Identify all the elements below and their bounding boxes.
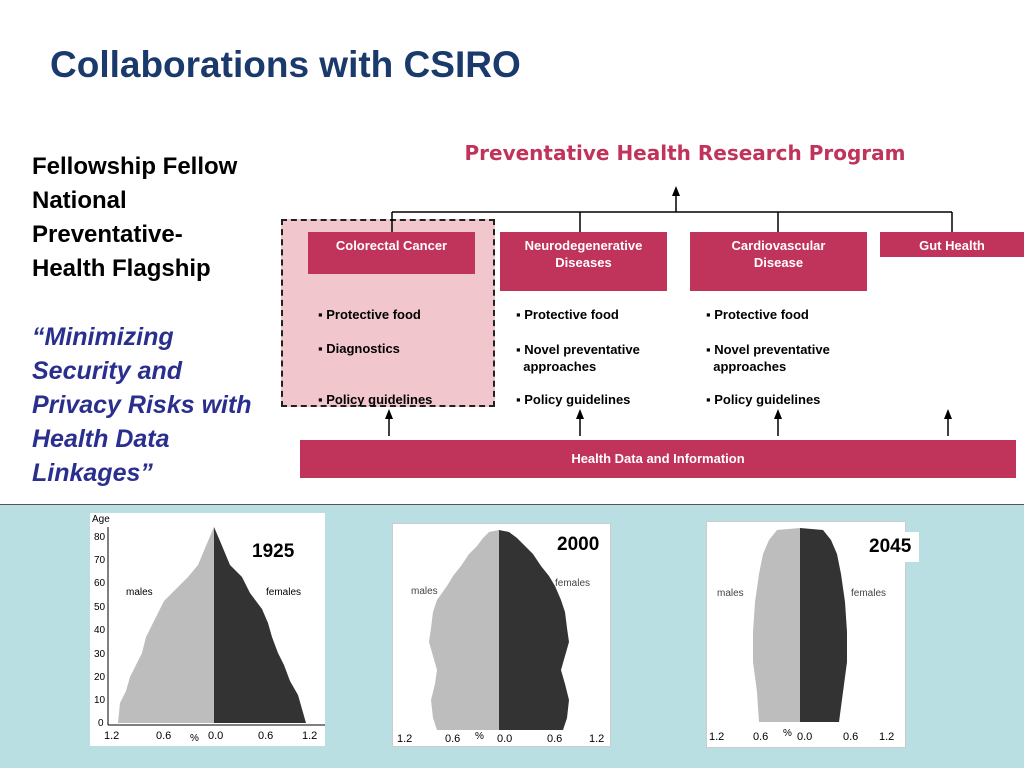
age-tick: 60 [94, 578, 106, 589]
x-tick: 0.6 [445, 733, 461, 745]
year-label-2000: 2000 [551, 532, 608, 560]
age-tick: 0 [98, 718, 104, 729]
x-tick: 0.0 [208, 730, 224, 742]
colorectal-cancer-box: Colorectal Cancer [308, 232, 475, 274]
bullet-item: ▪ Policy guidelines [706, 392, 821, 407]
pyramid-1925-graphic [107, 527, 325, 726]
bullet-item: ▪ Protective food [706, 307, 809, 322]
bullet-item: ▪ Protective food [516, 307, 619, 322]
year-label-1925: 1925 [248, 540, 299, 564]
x-tick: 1.2 [397, 733, 413, 745]
age-tick: 40 [94, 625, 106, 636]
health-flagship-line: Health Flagship [32, 255, 211, 282]
x-tick: 0.6 [258, 730, 274, 742]
x-tick: 1.2 [302, 730, 318, 742]
bullet-item: ▪ Diagnostics [318, 341, 400, 356]
percent-label: % [475, 731, 484, 742]
pyramid-2000: males females 1.2 0.6 % 0.0 0.6 1.2 2000 [392, 523, 611, 747]
x-tick: 1.2 [709, 731, 725, 743]
flagship-line: National Preventative- [32, 187, 183, 248]
bullet-item: ▪ Policy guidelines [516, 392, 631, 407]
x-tick: 0.6 [156, 730, 172, 742]
cardiovascular-box: Cardiovascular Disease [690, 232, 867, 291]
x-tick: 0.6 [547, 733, 563, 745]
age-tick: 80 [94, 532, 106, 543]
age-tick: 10 [94, 695, 106, 706]
females-label: females [851, 588, 887, 599]
pyramid-2000-graphic [429, 530, 569, 730]
fellowship-text: Fellowship Fellow National Preventative-… [32, 150, 282, 286]
males-label: males [717, 588, 744, 599]
gut-health-box: Gut Health [880, 232, 1024, 257]
age-axis-label: Age [92, 514, 110, 525]
x-tick: 0.6 [753, 731, 769, 743]
females-label: females [266, 587, 302, 598]
bullet-item: ▪ Policy guidelines [318, 392, 433, 407]
males-label: males [411, 586, 438, 597]
x-tick: 1.2 [879, 731, 895, 743]
x-tick: 1.2 [589, 733, 605, 745]
age-tick: 20 [94, 672, 106, 683]
x-tick: 1.2 [104, 730, 120, 742]
project-quote: “Minimizing Security and Privacy Risks w… [32, 323, 252, 487]
neurodegenerative-box: Neurodegenerative Diseases [500, 232, 667, 291]
year-label-2045: 2045 [863, 532, 920, 562]
females-label: females [555, 578, 591, 589]
males-label: males [126, 587, 153, 598]
age-tick: 70 [94, 555, 106, 566]
program-title: Preventative Health Research Program [464, 141, 906, 165]
bullet-item: ▪ Protective food [318, 307, 421, 322]
slide-title: Collaborations with CSIRO [50, 44, 521, 85]
fellowship-line: Fellowship Fellow [32, 153, 238, 180]
x-tick: 0.0 [497, 733, 513, 745]
age-tick: 50 [94, 602, 106, 613]
percent-label: % [190, 733, 199, 744]
bullet-item: ▪ Novel preventative approaches [516, 342, 640, 374]
bullet-item: ▪ Novel preventative approaches [706, 342, 830, 374]
pyramid-1925: Age 80 70 60 50 40 30 20 10 0 males fema… [90, 513, 325, 746]
percent-label: % [783, 728, 792, 739]
pyramid-2045-graphic [753, 528, 847, 722]
x-tick: 0.6 [843, 731, 859, 743]
pyramid-2045: males females 1.2 0.6 % 0.0 0.6 1.2 2045 [706, 521, 920, 748]
x-tick: 0.0 [797, 731, 813, 743]
age-tick: 30 [94, 649, 106, 660]
health-data-bar: Health Data and Information [300, 440, 1016, 478]
